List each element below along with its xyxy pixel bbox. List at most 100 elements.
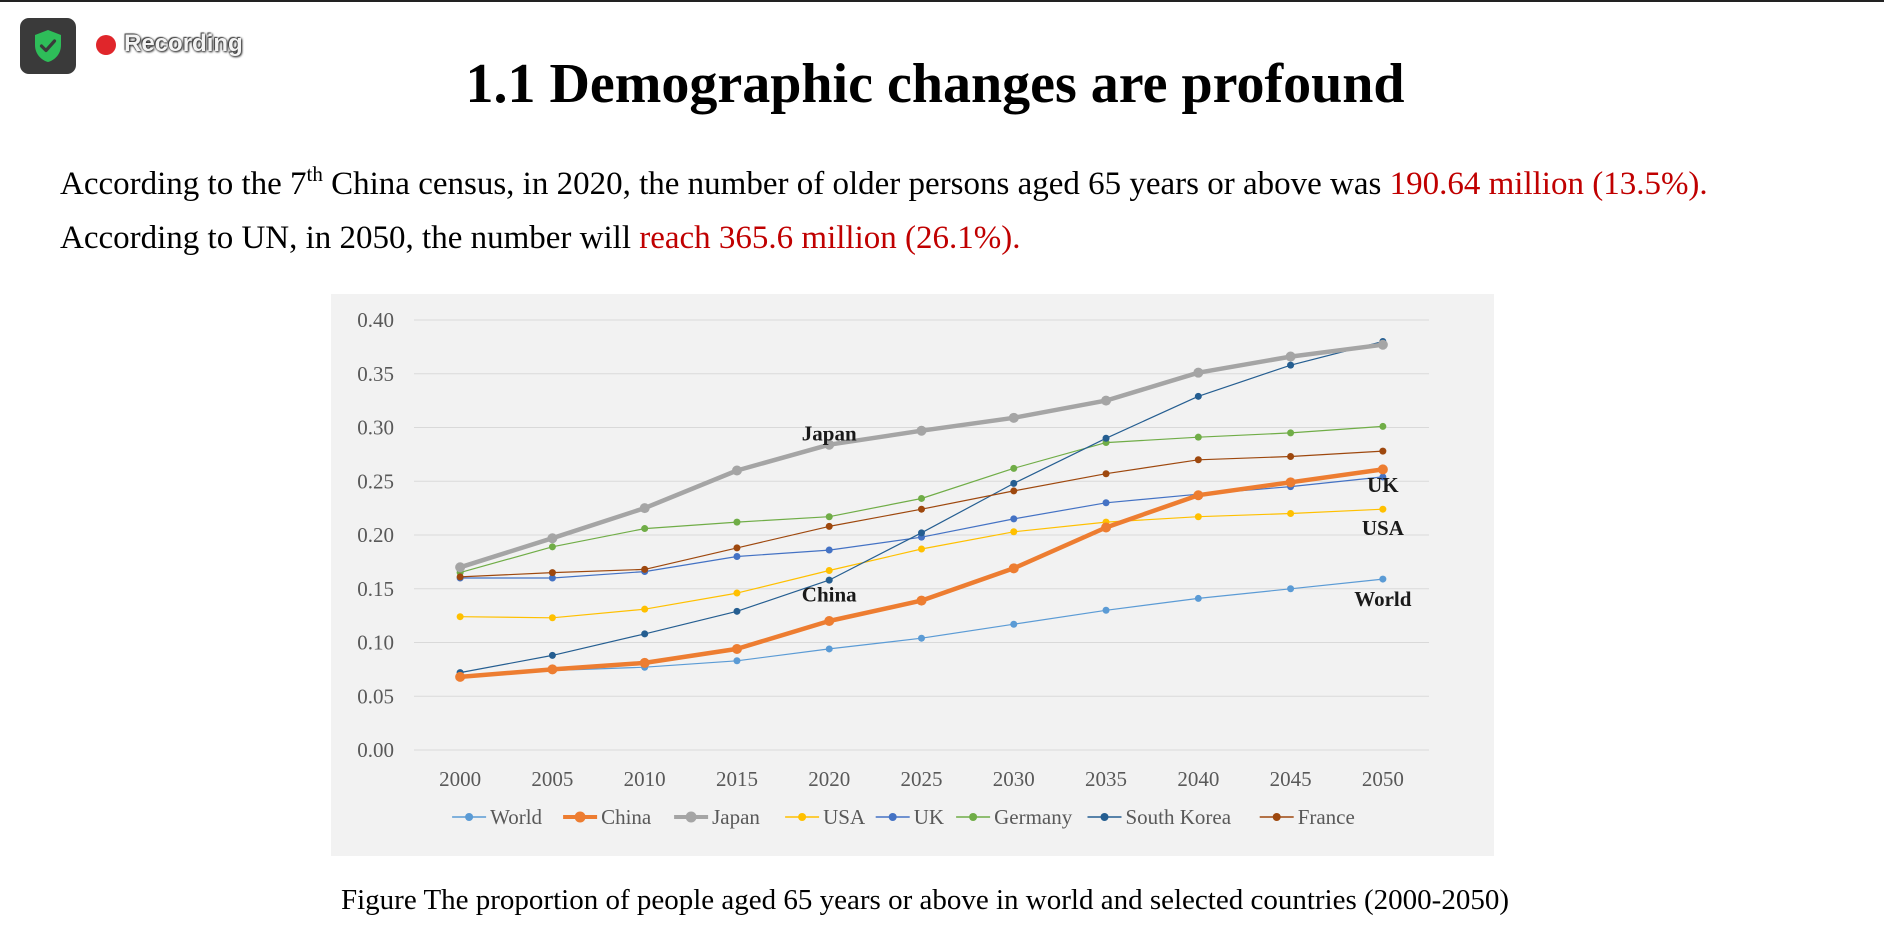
data-point-japan — [824, 439, 835, 450]
data-point-china — [1008, 563, 1019, 574]
data-point-south-korea — [825, 576, 833, 584]
data-point-japan — [916, 425, 927, 436]
un-paragraph: According to UN, in 2050, the number wil… — [60, 220, 1021, 257]
data-point-france — [733, 544, 741, 552]
data-point-france — [456, 573, 464, 581]
data-point-south-korea — [733, 607, 741, 615]
slide-title: 1.1 Demographic changes are profound — [465, 53, 1405, 115]
data-point-france — [1287, 453, 1295, 461]
data-point-world — [1287, 585, 1295, 593]
x-tick-label: 2025 — [901, 767, 943, 791]
recording-app-badge[interactable] — [20, 18, 76, 74]
data-point-germany — [1010, 464, 1018, 472]
data-point-uk — [548, 574, 556, 582]
chart-panel: 0.00 0.05 0.10 0.15 0.20 0.25 0.30 0.35 0.40 2000… — [331, 294, 1494, 856]
series-line-uk — [460, 476, 1383, 579]
x-tick-label: 2040 — [1177, 767, 1219, 791]
data-point-world — [1010, 620, 1018, 628]
y-tick-label: 0.05 — [357, 684, 394, 708]
data-point-france — [1194, 456, 1202, 464]
data-point-south-korea — [1287, 361, 1295, 369]
data-point-germany — [733, 518, 741, 526]
data-point-south-korea — [641, 630, 649, 638]
data-point-usa — [1194, 513, 1202, 521]
data-point-south-korea — [548, 651, 556, 659]
data-point-france — [1102, 470, 1110, 478]
data-point-uk — [1010, 515, 1018, 523]
legend-marker-germany — [969, 813, 978, 821]
x-tick-label: 2020 — [808, 767, 850, 791]
data-point-france — [641, 565, 649, 573]
data-point-japan — [547, 533, 558, 544]
series-line-world — [460, 578, 1383, 677]
x-tick-label: 2050 — [1362, 767, 1404, 791]
data-point-france — [1010, 487, 1018, 495]
data-point-germany — [641, 525, 649, 533]
data-point-world — [1379, 575, 1387, 583]
data-point-france — [1379, 447, 1387, 455]
annotation-world: World — [1354, 587, 1411, 611]
x-tick-label: 2010 — [624, 767, 666, 791]
recording-dot-icon — [96, 35, 116, 55]
census-paragraph: According to the 7th China census, in 20… — [60, 162, 1708, 203]
legend-marker-south-korea — [1100, 813, 1109, 821]
data-point-japan — [639, 503, 650, 514]
y-tick-label: 0.00 — [357, 738, 394, 762]
data-point-china — [1193, 490, 1204, 501]
para1-highlight: 190.64 million (13.5%). — [1389, 166, 1708, 202]
para2-highlight: reach 365.6 million (26.1%). — [639, 220, 1021, 256]
legend-label-uk: UK — [914, 805, 944, 829]
data-point-japan — [1285, 351, 1296, 362]
legend-label-south-korea: South Korea — [1126, 805, 1232, 829]
legend-label-china: China — [601, 805, 652, 829]
shield-check-icon — [35, 30, 61, 62]
data-point-japan — [1193, 367, 1204, 378]
recording-label: Recording — [124, 30, 243, 57]
data-point-china — [547, 664, 558, 675]
data-point-usa — [1379, 505, 1387, 513]
data-point-france — [825, 522, 833, 530]
legend-marker-japan — [685, 811, 697, 823]
data-point-usa — [1287, 510, 1295, 517]
data-point-france — [918, 505, 925, 513]
legend-label-france: France — [1298, 805, 1355, 829]
data-point-china — [1377, 464, 1388, 475]
data-point-uk — [1102, 499, 1110, 507]
data-point-japan — [1008, 412, 1019, 423]
annotation-japan: Japan — [802, 421, 857, 445]
data-point-world — [1194, 594, 1202, 602]
legend-marker-uk — [888, 813, 897, 821]
data-point-usa — [1010, 528, 1018, 536]
data-point-south-korea — [1194, 392, 1202, 400]
data-point-usa — [825, 566, 833, 574]
para2-prefix: According to UN, in 2050, the number wil… — [60, 220, 640, 256]
data-point-china — [639, 657, 650, 668]
y-tick-label: 0.40 — [357, 308, 394, 332]
legend-marker-china — [574, 811, 586, 823]
y-tick-label: 0.20 — [357, 523, 394, 547]
data-point-usa — [733, 589, 741, 597]
para1-middle: China census, in 2020, the number of old… — [322, 166, 1390, 202]
data-point-south-korea — [1010, 479, 1018, 487]
legend-marker-usa — [798, 813, 807, 821]
data-point-germany — [1379, 422, 1387, 430]
x-tick-label: 2000 — [439, 767, 481, 791]
data-point-world — [825, 645, 833, 653]
data-point-japan — [1101, 395, 1112, 406]
data-point-japan — [455, 562, 466, 573]
annotation-uk: UK — [1367, 473, 1399, 497]
data-point-usa — [918, 545, 925, 553]
x-tick-label: 2005 — [531, 767, 573, 791]
data-point-south-korea — [918, 529, 925, 537]
data-point-world — [1102, 606, 1110, 614]
data-point-uk — [733, 553, 741, 560]
data-point-japan — [731, 465, 742, 476]
data-point-germany — [548, 543, 556, 551]
y-tick-label: 0.25 — [357, 469, 394, 493]
top-border — [0, 0, 1884, 2]
y-tick-label: 0.30 — [357, 416, 394, 440]
data-point-china — [1285, 477, 1296, 488]
line-chart: 0.00 0.05 0.10 0.15 0.20 0.25 0.30 0.35 0.40 2000… — [357, 308, 1429, 829]
x-tick-label: 2035 — [1085, 767, 1127, 791]
data-point-usa — [456, 613, 464, 621]
